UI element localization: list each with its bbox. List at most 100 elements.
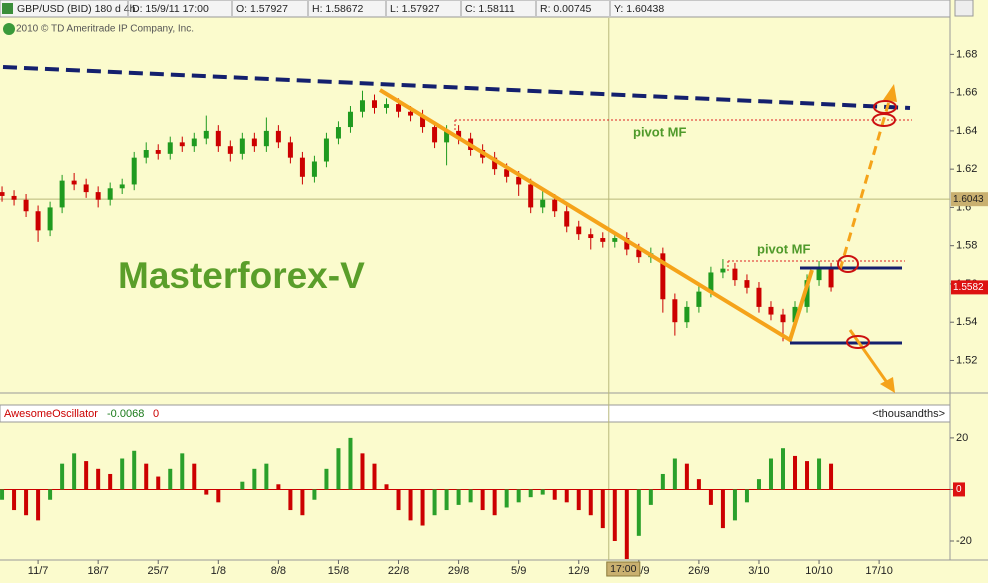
x-tick-label: 5/9 bbox=[511, 565, 526, 577]
y-tick-label: 1.62 bbox=[956, 163, 977, 175]
oscillator-bar bbox=[264, 463, 269, 490]
candle-body bbox=[792, 306, 798, 323]
header-field: R: 0.00745 bbox=[540, 3, 592, 15]
oscillator-bar bbox=[312, 489, 317, 500]
candle-body bbox=[311, 161, 317, 177]
candle-body bbox=[251, 138, 257, 147]
x-tick-label: 26/9 bbox=[688, 565, 709, 577]
oscillator-bar bbox=[324, 468, 329, 490]
x-tick-label: 17/10 bbox=[865, 565, 893, 577]
oscillator-bar bbox=[288, 489, 293, 511]
resistance-line bbox=[2, 65, 911, 110]
annotation: pivot MF bbox=[757, 241, 810, 256]
candle-body bbox=[624, 238, 630, 250]
candle-body bbox=[504, 169, 510, 177]
oscillator-bar bbox=[24, 489, 29, 516]
oscillator-bar bbox=[576, 489, 581, 511]
oscillator-zero: 0 bbox=[153, 408, 159, 420]
oscillator-bar bbox=[780, 448, 785, 490]
y-tick-label: 1.54 bbox=[956, 316, 977, 328]
oscillator-bar bbox=[372, 463, 377, 490]
x-tick-label: 3/10 bbox=[748, 565, 769, 577]
oscillator-bar bbox=[768, 458, 773, 490]
oscillator-bar bbox=[0, 489, 5, 500]
candle-body bbox=[420, 115, 426, 128]
oscillator-bar bbox=[84, 461, 89, 490]
oscillator-bar bbox=[156, 476, 161, 490]
oscillator-bar bbox=[60, 463, 65, 490]
candle-body bbox=[696, 291, 702, 307]
oscillator-header bbox=[0, 404, 951, 423]
header-field: C: 1.58111 bbox=[465, 3, 515, 15]
candle-body bbox=[179, 142, 185, 147]
zero-box bbox=[953, 482, 965, 497]
candle-body bbox=[744, 280, 750, 288]
candle-body bbox=[95, 192, 101, 200]
oscillator-bar bbox=[756, 479, 761, 490]
copyright: 2010 © TD Ameritrade IP Company, Inc. bbox=[16, 24, 194, 35]
oscillator-bar bbox=[732, 489, 737, 521]
oscillator-bar bbox=[192, 463, 197, 490]
oscillator-bar bbox=[696, 479, 701, 490]
last-price-label: 1.5582 bbox=[953, 282, 984, 293]
oscillator-bar bbox=[528, 489, 533, 498]
oscillator-bar bbox=[480, 489, 485, 511]
candle-body bbox=[47, 207, 53, 231]
candle-body bbox=[684, 306, 690, 323]
candle-body bbox=[347, 111, 353, 128]
x-tick-label: 22/8 bbox=[388, 565, 409, 577]
oscillator-bar bbox=[420, 489, 425, 526]
candle-body bbox=[588, 234, 594, 239]
oscillator-bar bbox=[168, 468, 173, 490]
candle-body bbox=[828, 268, 834, 288]
oscillator-bar bbox=[612, 489, 617, 541]
trend-line bbox=[378, 88, 814, 344]
zoom-button[interactable] bbox=[954, 0, 974, 17]
candle-body bbox=[576, 226, 582, 235]
oscillator-bar bbox=[72, 453, 77, 490]
oscillator-bar bbox=[240, 481, 245, 490]
oscillator-bar bbox=[636, 489, 641, 536]
crosshair-price-box bbox=[951, 192, 988, 207]
oscillator-bar bbox=[36, 489, 41, 521]
candle-body bbox=[71, 180, 77, 185]
oscillator-bar bbox=[336, 448, 341, 490]
candle-body bbox=[768, 306, 774, 315]
y-tick-label: 1.66 bbox=[956, 87, 977, 99]
annotations bbox=[2, 65, 912, 393]
oscillator-bar bbox=[829, 463, 834, 490]
candle-body bbox=[131, 157, 137, 185]
oscillator-bar bbox=[468, 489, 473, 503]
oscillator-bar bbox=[360, 453, 365, 490]
oscillator-bar bbox=[552, 489, 557, 500]
oscillator-bar bbox=[348, 437, 353, 490]
oscillator-bar bbox=[793, 455, 798, 490]
candle-body bbox=[23, 199, 29, 212]
oscillator-bar bbox=[624, 489, 629, 560]
oscillator-bar bbox=[720, 489, 725, 529]
candle-body bbox=[203, 130, 209, 139]
candle-body bbox=[119, 184, 125, 189]
oscillator-bar bbox=[432, 489, 437, 516]
candle-body bbox=[456, 130, 462, 139]
marker-ellipse bbox=[846, 335, 870, 349]
oscillator-bar bbox=[588, 489, 593, 516]
oscillator-bar bbox=[456, 489, 461, 505]
arrow-head bbox=[883, 84, 897, 102]
candle-body bbox=[396, 104, 402, 112]
marker-ellipse bbox=[837, 255, 859, 273]
oscillator-bar bbox=[396, 489, 401, 511]
candle-body bbox=[0, 192, 5, 196]
watermark: Masterforex-V bbox=[118, 255, 365, 296]
candle-body bbox=[215, 130, 221, 147]
header-field: GBP/USD (BID) 180 d 4h bbox=[17, 3, 136, 15]
y-tick-label: 1.64 bbox=[956, 125, 977, 137]
crosshair-price-label: 1.6043 bbox=[953, 194, 984, 205]
candle-body bbox=[323, 138, 329, 162]
header-icon bbox=[2, 3, 13, 14]
candle-body bbox=[384, 104, 390, 108]
oscillator-bar bbox=[744, 489, 749, 503]
oscillator-bar bbox=[540, 489, 545, 495]
